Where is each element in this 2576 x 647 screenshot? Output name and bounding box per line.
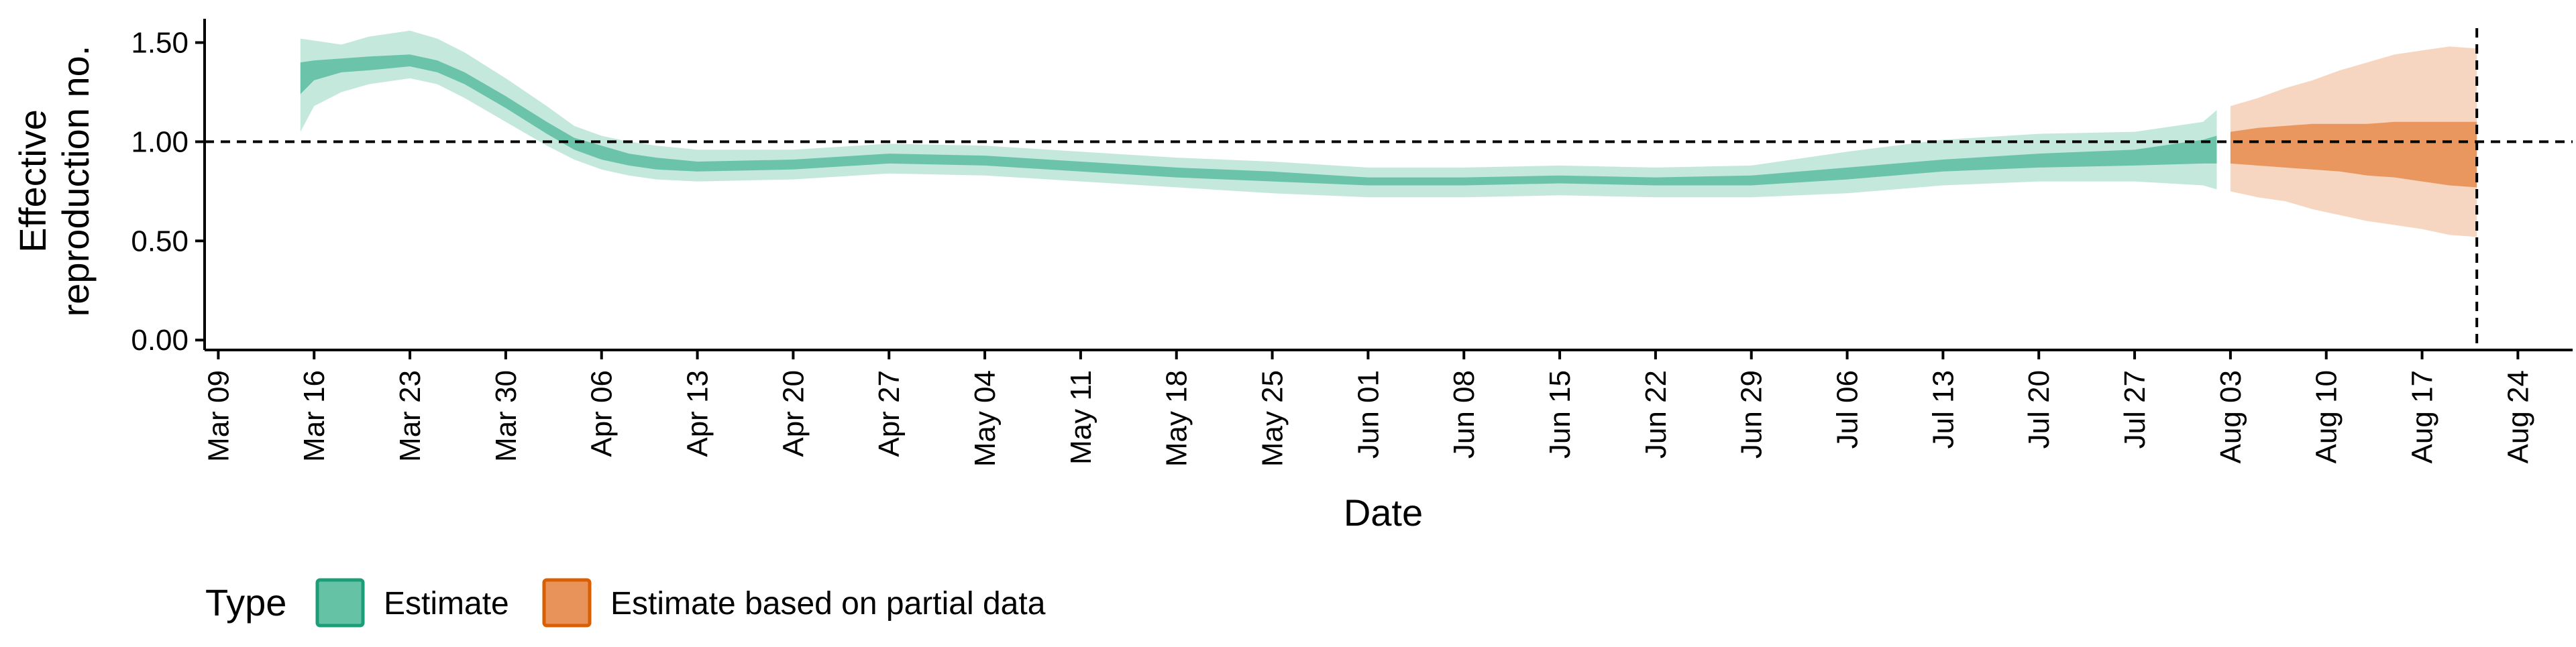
x-tick-label: Apr 20	[777, 370, 810, 457]
reference-lines	[205, 28, 2573, 350]
x-tick-label: Jul 27	[2118, 370, 2151, 449]
ribbon-90-estimate	[300, 30, 2217, 198]
x-tick-label: Jul 06	[1831, 370, 1864, 449]
x-tick-label: May 18	[1161, 370, 1193, 467]
x-tick-label: Mar 16	[298, 370, 331, 462]
x-tick-label: Apr 13	[682, 370, 714, 457]
y-tick-label: 0.00	[131, 324, 189, 357]
x-tick-label: Jun 15	[1544, 370, 1576, 459]
x-tick-label: Aug 03	[2214, 370, 2247, 463]
legend-key-estimate	[315, 578, 365, 628]
x-tick-label: Aug 17	[2406, 370, 2439, 463]
legend: Type Estimate Estimate based on partial …	[205, 578, 1046, 628]
x-tick-label: Mar 09	[202, 370, 235, 462]
x-tick-label: Aug 10	[2310, 370, 2343, 463]
y-axis-title-line-1: Effective	[11, 109, 54, 253]
x-tick-label: Jul 13	[1927, 370, 1960, 449]
x-tick-label: Aug 24	[2502, 370, 2534, 463]
legend-title: Type	[205, 581, 286, 624]
x-tick-label: May 04	[969, 370, 1002, 467]
y-tick-label: 1.50	[131, 26, 189, 59]
x-tick-label: Apr 27	[873, 370, 906, 457]
x-tick-label: Jun 08	[1448, 370, 1481, 459]
x-tick-label: Mar 30	[490, 370, 523, 462]
x-tick-label: Mar 23	[394, 370, 427, 462]
x-tick-label: Apr 06	[586, 370, 619, 457]
x-tick-label: Jun 29	[1735, 370, 1768, 459]
legend-label-estimate: Estimate	[384, 586, 509, 622]
legend-key-partial-data	[542, 578, 592, 628]
x-tick-label: Jul 20	[2023, 370, 2055, 449]
y-tick-label: 0.50	[131, 225, 189, 257]
x-tick-label: May 11	[1065, 370, 1097, 465]
x-axis-title: Date	[1344, 491, 1423, 534]
x-tick-label: May 25	[1256, 370, 1289, 467]
x-tick-label: Jun 01	[1352, 370, 1385, 459]
ribbon-layer	[300, 30, 2477, 237]
x-tick-label: Jun 22	[1640, 370, 1672, 459]
ribbon-50-partial-data	[2230, 121, 2477, 188]
y-tick-label: 1.00	[131, 125, 189, 158]
y-axis-title-line-2: reproduction no.	[54, 46, 97, 317]
legend-label-partial-data: Estimate based on partial data	[610, 586, 1046, 622]
axes: 0.00 0.50 1.00 1.50 Mar 09 Mar 16 Mar 23 Mar 30…	[131, 19, 2573, 467]
